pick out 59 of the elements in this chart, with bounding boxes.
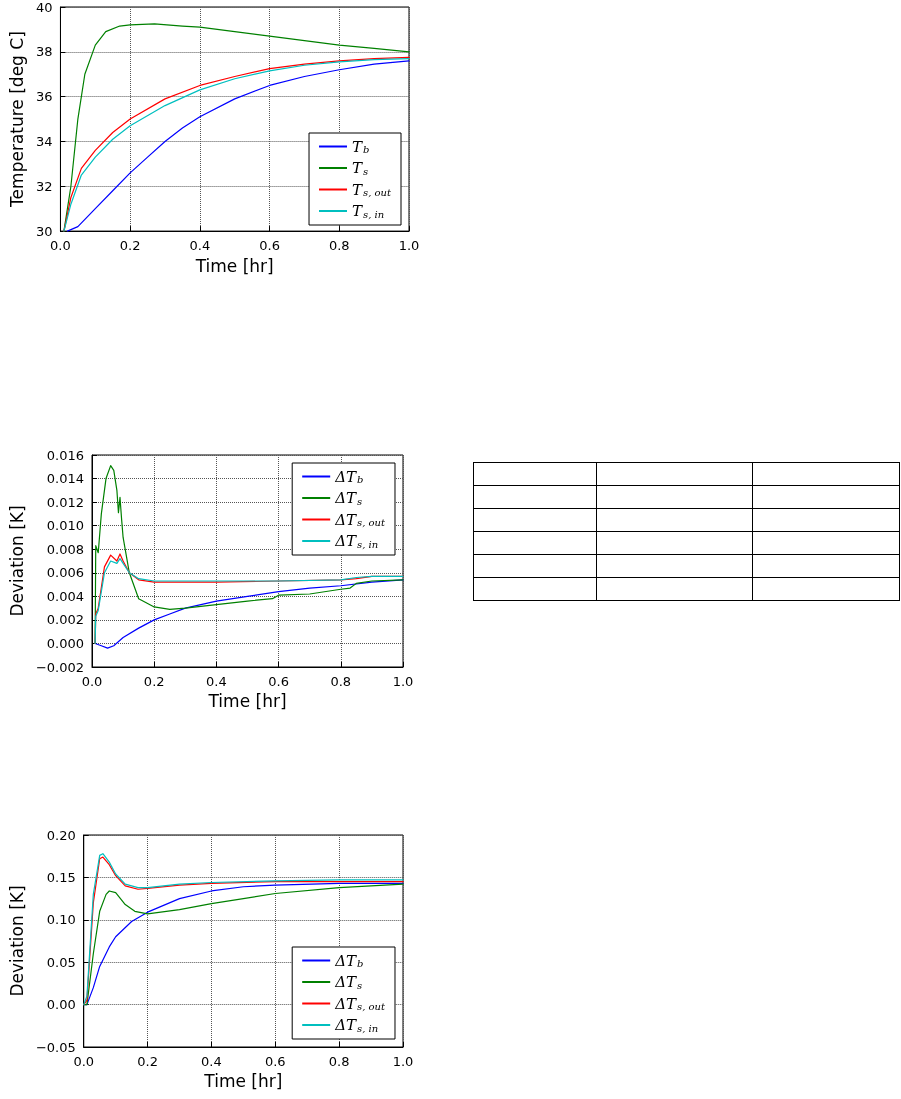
x-tick-label: 0.0 xyxy=(50,238,71,254)
y-tick-label: 0.15 xyxy=(46,869,76,885)
legend-label: Tb xyxy=(352,137,370,156)
y-tick-label: 0.008 xyxy=(46,541,85,557)
y-tick-label: 38 xyxy=(35,44,53,60)
x-tick-label: 1.0 xyxy=(392,674,414,689)
x-axis-title: Time [hr] xyxy=(194,255,274,276)
y-tick-label: 0.014 xyxy=(46,471,85,487)
x-tick-label: 0.2 xyxy=(137,1054,158,1069)
y-tick-label: 30 xyxy=(35,223,53,239)
x-axis-title: Time [hr] xyxy=(203,1071,283,1092)
y-tick-label: 0.00 xyxy=(46,997,76,1013)
y-axis-title: Deviation [K] xyxy=(6,505,27,617)
legend-label: Ts, in xyxy=(352,202,385,220)
x-tick-label: 0.4 xyxy=(206,674,227,689)
x-tick-label: 0.4 xyxy=(201,1054,222,1069)
legend-label: ΔTs, out xyxy=(334,510,386,529)
legend-label: ΔTb xyxy=(334,951,364,970)
legend-label: Ts xyxy=(352,159,369,177)
legend-label: ΔTs xyxy=(334,489,363,507)
y-tick-label: 0.002 xyxy=(46,612,85,628)
x-axis-title: Time [hr] xyxy=(207,691,287,712)
x-tick-label: 0.0 xyxy=(73,1054,95,1069)
y-tick-label: −0.05 xyxy=(35,1039,76,1055)
y-tick-label: 0.010 xyxy=(46,518,85,534)
y-tick-label: 34 xyxy=(35,133,53,149)
x-tick-label: 0.0 xyxy=(81,674,103,689)
x-tick-label: 0.6 xyxy=(264,1054,286,1069)
y-tick-label: 0.20 xyxy=(46,827,76,843)
y-tick-label: −0.002 xyxy=(35,659,85,675)
legend-label: ΔTb xyxy=(334,467,364,486)
legend-label: ΔTs xyxy=(334,973,363,991)
x-tick-label: 0.4 xyxy=(189,238,211,254)
legend-label: ΔTs, out xyxy=(334,994,386,1013)
y-tick-label: 0.006 xyxy=(46,565,85,581)
line-series xyxy=(94,465,404,645)
legend-label: ΔTs, in xyxy=(334,532,379,550)
x-tick-label: 0.2 xyxy=(119,238,141,254)
y-axis-title: Deviation [K] xyxy=(6,885,27,997)
x-tick-label: 0.8 xyxy=(328,238,350,254)
y-tick-label: 36 xyxy=(35,89,53,105)
x-tick-label: 0.8 xyxy=(330,674,352,689)
y-tick-label: 0.012 xyxy=(46,494,85,510)
y-tick-label: 0.004 xyxy=(46,588,85,604)
x-tick-label: 1.0 xyxy=(392,1054,414,1069)
legend-label: Ts, out xyxy=(352,180,392,199)
y-tick-label: 0.05 xyxy=(46,954,76,970)
y-tick-label: 40 xyxy=(35,0,53,15)
x-tick-label: 0.6 xyxy=(268,674,289,689)
x-tick-label: 1.0 xyxy=(398,238,420,254)
y-tick-label: 0.10 xyxy=(46,912,76,928)
y-axis-title: Temperature [deg C] xyxy=(6,31,27,208)
x-tick-label: 0.8 xyxy=(328,1054,350,1069)
y-tick-label: 0.016 xyxy=(46,447,85,463)
y-tick-label: 32 xyxy=(35,178,53,194)
legend-label: ΔTs, in xyxy=(334,1016,379,1034)
y-tick-label: 0.000 xyxy=(46,635,85,651)
x-tick-label: 0.6 xyxy=(259,238,280,254)
x-tick-label: 0.2 xyxy=(143,674,165,689)
